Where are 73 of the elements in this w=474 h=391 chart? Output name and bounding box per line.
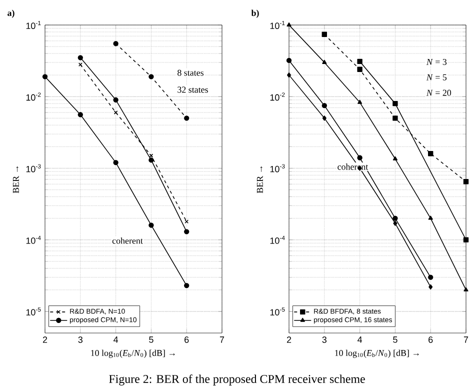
x-tick-label: 7	[464, 336, 468, 343]
point	[78, 112, 83, 118]
point	[428, 274, 434, 280]
point	[78, 62, 82, 67]
point	[392, 116, 398, 121]
y-tick-label: 10$^{-3}$	[26, 164, 41, 172]
point	[392, 216, 398, 221]
y-tick-label: 10$^{-5}$	[270, 307, 285, 316]
x-tick-label: 5	[149, 336, 154, 343]
point	[78, 55, 83, 60]
text: 10 log$_{10}$(E$_{b}$/N$_{0}$) [dB] →	[335, 350, 419, 358]
annotation: 32 states	[178, 86, 208, 93]
point	[392, 156, 398, 160]
chart-title: b)	[251, 10, 259, 18]
point	[464, 287, 468, 292]
annotation: coherent	[338, 164, 368, 170]
chart-title: a)	[8, 10, 14, 18]
point	[42, 74, 48, 80]
point	[286, 22, 292, 27]
x-tick-label: 6	[428, 336, 433, 343]
y-tick-label: 10$^{-1}$	[26, 21, 41, 30]
text: 10 log$_{10}$(E$_{b}$/N$_{0}$) [dB] →	[91, 350, 175, 358]
x-tick-label: 6	[184, 336, 189, 343]
y-tick-label: 10$^{-3}$	[270, 164, 285, 172]
annotation: 8 states	[178, 70, 204, 76]
x-tick-label: 4	[358, 336, 362, 343]
x-tick-label: 2	[286, 336, 292, 343]
point	[322, 32, 327, 37]
point	[286, 72, 292, 78]
y-tick-label: 10$^{-1}$	[270, 21, 285, 30]
y-tick-label: 10$^{-2}$	[26, 92, 41, 101]
annotation: N = 3	[426, 58, 447, 65]
point	[113, 41, 118, 46]
x-tick-label: 3	[78, 336, 83, 343]
y-axis-title: BER →	[12, 166, 19, 194]
point	[392, 100, 398, 106]
x-tick-label: 4	[114, 336, 118, 343]
y-tick-label: 10$^{-5}$	[26, 307, 41, 316]
y-tick-label: 10$^{-4}$	[26, 236, 41, 244]
point	[184, 229, 190, 234]
point	[393, 220, 398, 226]
point	[113, 160, 118, 166]
y-axis-title: BER →	[256, 166, 263, 194]
point	[357, 58, 362, 64]
point	[358, 100, 362, 104]
point	[184, 116, 190, 121]
y-tick-label: 10$^{-4}$	[270, 236, 285, 244]
point	[428, 216, 433, 220]
caption: Figure 2: BER of the proposed CPM receiver scheme	[109, 374, 365, 386]
annotation: coherent	[112, 237, 143, 244]
point	[322, 116, 326, 121]
point	[322, 102, 327, 108]
point	[357, 155, 362, 160]
point	[184, 282, 190, 288]
point	[357, 66, 362, 72]
point	[463, 179, 469, 184]
point	[148, 157, 154, 163]
y-tick-label: 10$^{-2}$	[270, 92, 285, 101]
point	[322, 60, 327, 64]
point	[286, 58, 292, 64]
point	[113, 97, 118, 102]
point	[148, 74, 154, 80]
point	[148, 222, 154, 228]
point	[428, 284, 433, 290]
annotation: N = 5	[426, 74, 447, 80]
point	[428, 151, 434, 156]
x-tick-label: 7	[220, 336, 224, 343]
x-tick-label: 3	[322, 336, 327, 343]
x-tick-label: 2	[42, 336, 48, 343]
x-tick-label: 5	[393, 336, 398, 343]
point	[184, 220, 189, 224]
point	[463, 237, 469, 242]
annotation: N = 20	[426, 90, 452, 96]
